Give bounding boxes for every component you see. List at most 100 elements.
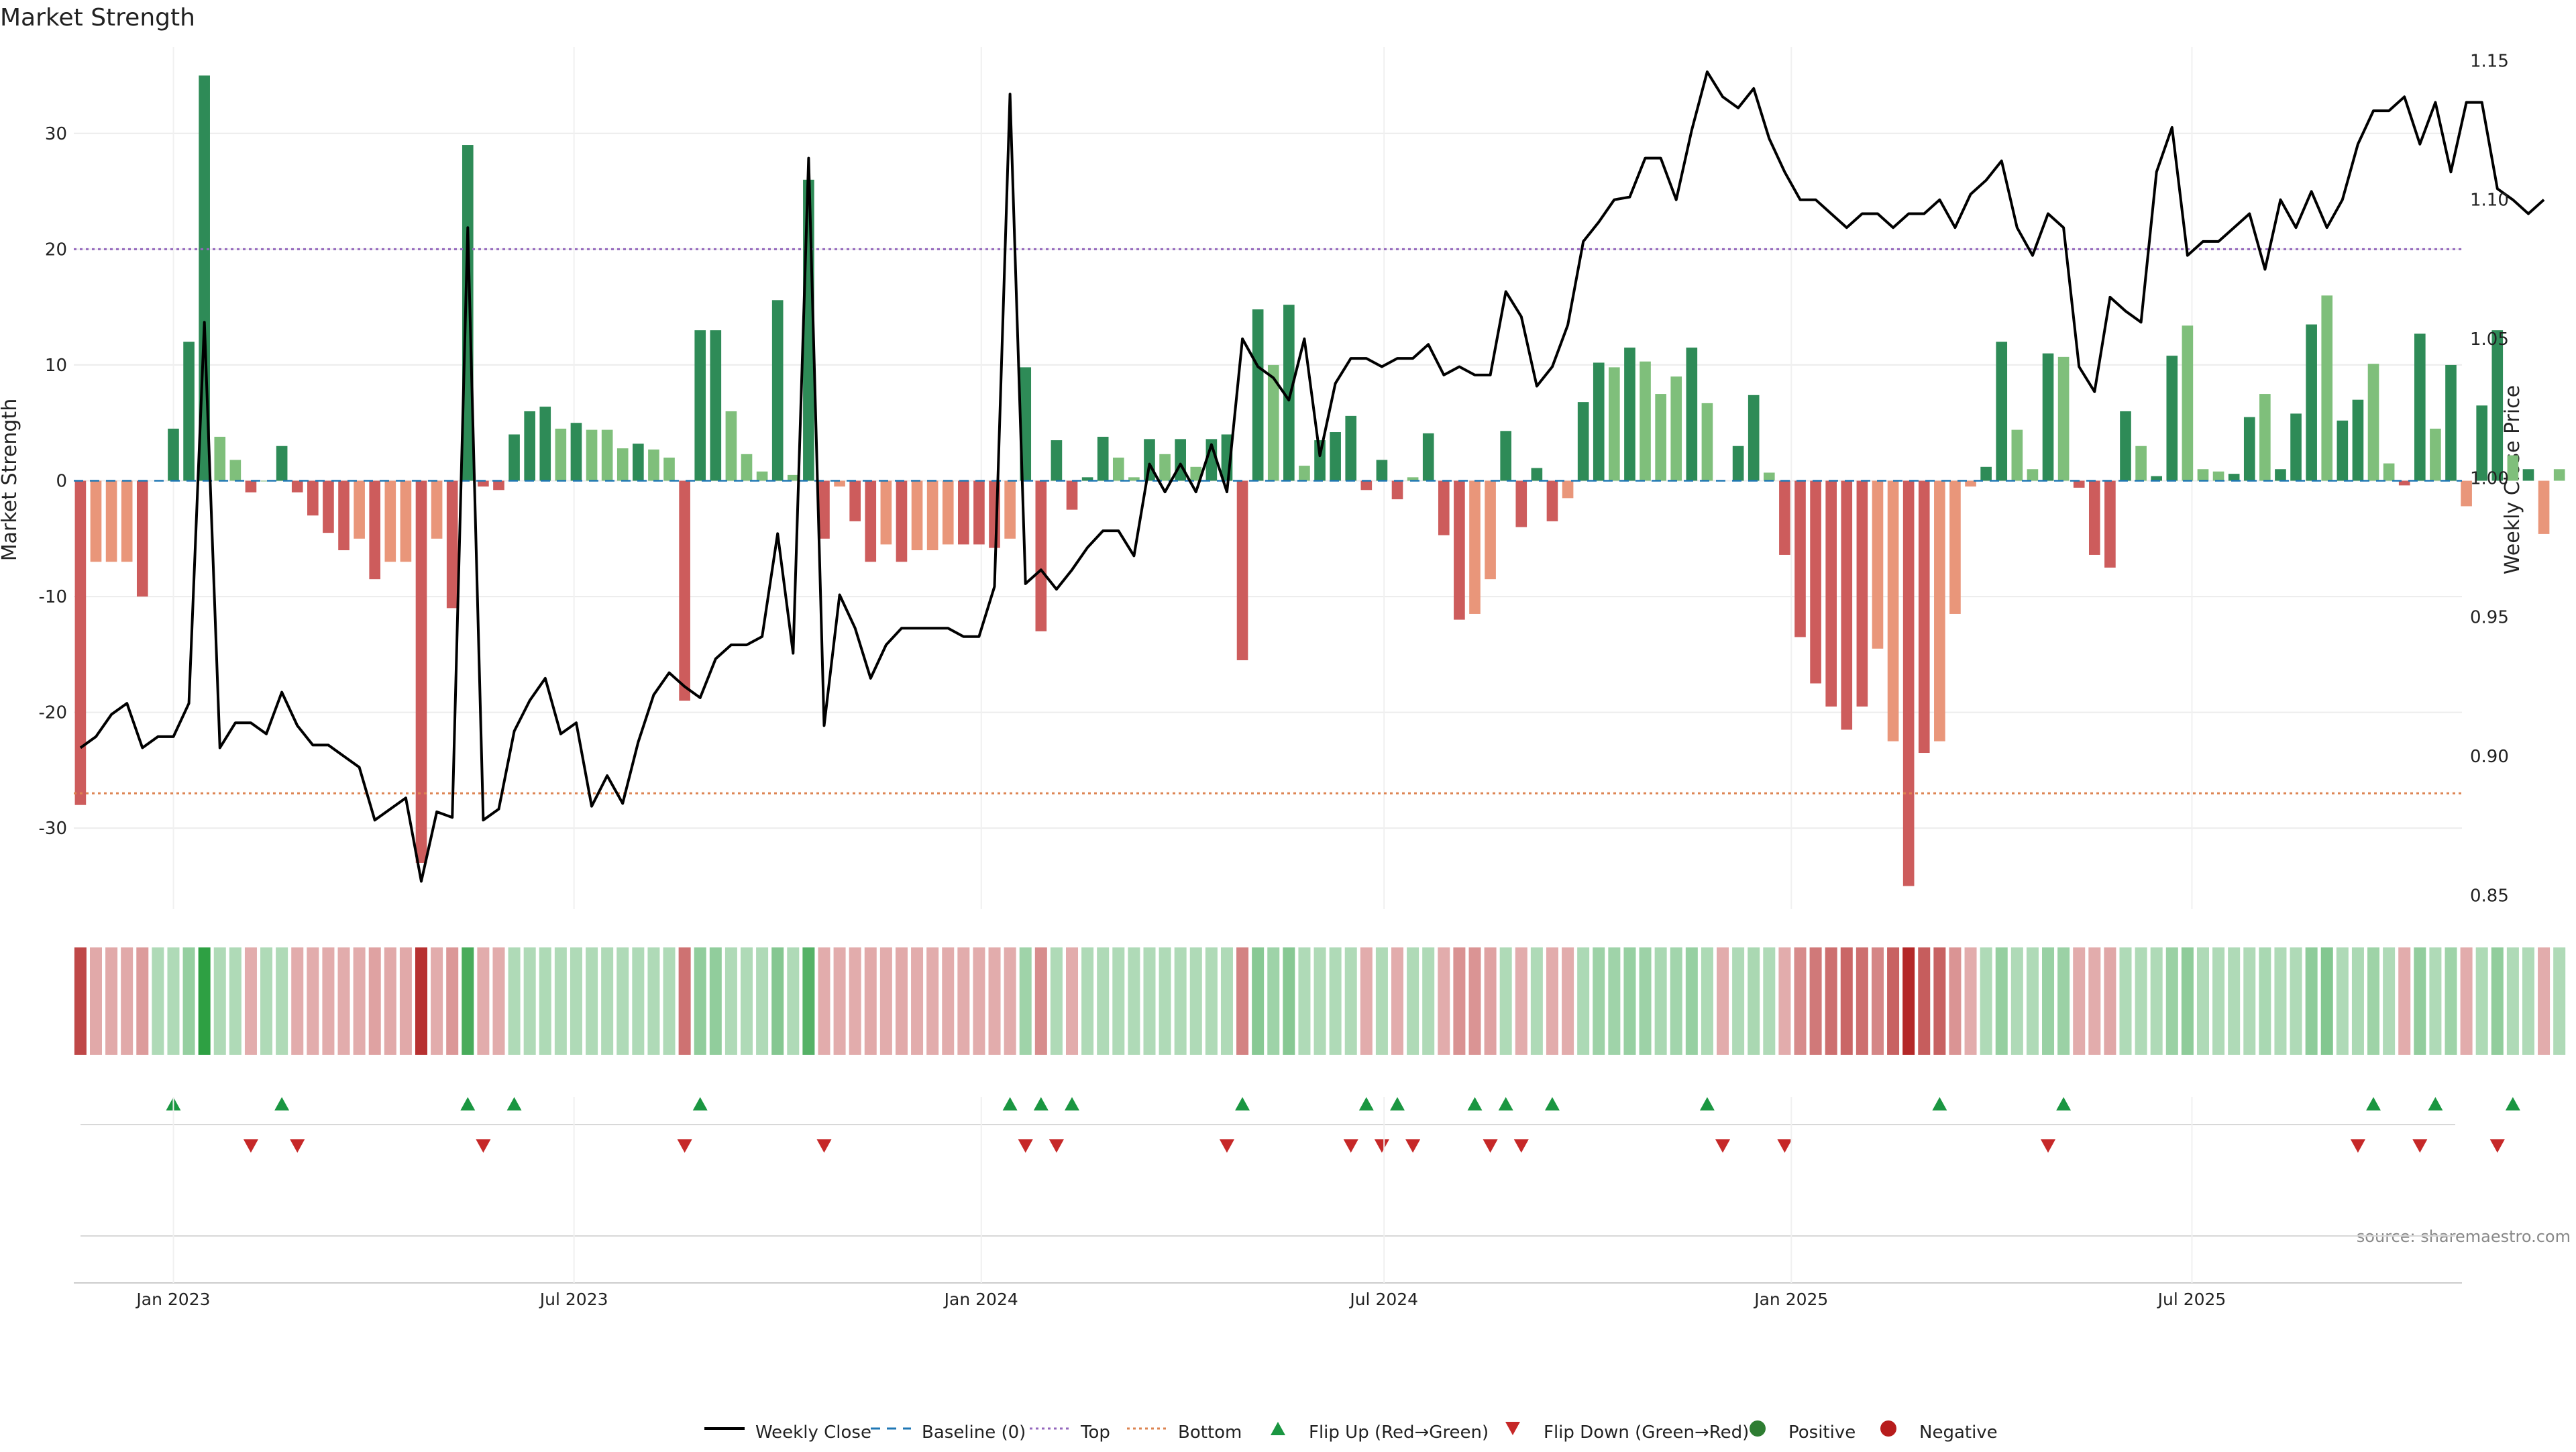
strength-tile	[2274, 947, 2287, 1055]
strength-tile	[1840, 947, 1853, 1055]
strength-bar	[710, 330, 722, 481]
strength-bar	[415, 480, 427, 863]
strength-bar	[1144, 439, 1155, 481]
strength-tile	[431, 947, 443, 1055]
strength-tile	[1034, 947, 1047, 1055]
strength-tile	[276, 947, 288, 1055]
strength-bar	[1035, 480, 1047, 631]
flip-down-marker	[290, 1139, 305, 1153]
strength-tile	[167, 947, 180, 1055]
strength-bar	[2383, 463, 2395, 481]
strength-bar	[1422, 433, 1434, 481]
strength-bar	[1020, 367, 1032, 481]
strength-tile	[1391, 947, 1404, 1055]
strength-tile	[2553, 947, 2566, 1055]
strength-bar	[1732, 446, 1744, 481]
strength-bar	[2461, 480, 2472, 507]
strength-tile	[1143, 947, 1156, 1055]
strength-bar	[1112, 457, 1124, 481]
legend-item-flip_up: Flip Up (Red→Green)	[1271, 1422, 1489, 1443]
flip-down-marker	[2041, 1139, 2056, 1153]
strength-tile	[1159, 947, 1171, 1055]
strength-bar	[2321, 295, 2333, 481]
strength-tile	[2522, 947, 2534, 1055]
strength-bar	[2507, 455, 2519, 481]
legend-item-close: Weekly Close	[704, 1422, 871, 1443]
flip-up-marker	[1235, 1097, 1250, 1110]
flip-up-marker	[2428, 1097, 2443, 1110]
strength-tile	[415, 947, 428, 1055]
strength-tile	[2073, 947, 2086, 1055]
strength-tile	[756, 947, 769, 1055]
flip-markers-layer	[80, 1097, 2520, 1237]
flip-down-marker	[2489, 1139, 2505, 1153]
strength-bar	[1360, 480, 1373, 490]
flip-down-marker	[1405, 1139, 1421, 1153]
strength-bar	[2290, 413, 2302, 481]
strength-bar	[1902, 480, 1915, 886]
strength-tile	[152, 947, 164, 1055]
strength-tile	[1949, 947, 1962, 1055]
strength-bar	[1810, 480, 1821, 684]
strength-tile	[384, 947, 396, 1055]
strength-tile	[1654, 947, 1667, 1055]
strength-bar	[524, 411, 535, 481]
strength-tile	[523, 947, 536, 1055]
strength-tile	[2259, 947, 2271, 1055]
strength-bar	[214, 436, 226, 481]
strength-tile	[911, 947, 924, 1055]
strength-tile	[2243, 947, 2256, 1055]
strength-bar	[2182, 325, 2194, 481]
strength-tile	[678, 947, 691, 1055]
strength-tile	[601, 947, 614, 1055]
strength-tile	[586, 947, 598, 1055]
flip-down-marker	[1219, 1139, 1234, 1153]
strength-bar	[1949, 480, 1961, 614]
strength-tile	[1329, 947, 1342, 1055]
legend-item-bottom: Bottom	[1127, 1422, 1242, 1443]
strength-bar	[493, 480, 504, 490]
strength-bar	[508, 434, 520, 481]
strength-tile	[942, 947, 955, 1055]
flip-up-marker	[1932, 1097, 1947, 1110]
left-tick-label: -30	[39, 819, 67, 839]
x-axis-layer: Jan 2023 Jul 2023 Jan 2024 Jul 2024 Jan 2025…	[74, 1097, 2462, 1309]
strength-tile	[337, 947, 350, 1055]
strength-tile	[368, 947, 381, 1055]
strength-bar	[1640, 361, 1651, 481]
strength-tile	[1546, 947, 1558, 1055]
strength-tile	[1375, 947, 1388, 1055]
strength-bar	[1097, 436, 1109, 481]
strength-tile	[2305, 947, 2318, 1055]
strength-bar	[1686, 348, 1698, 481]
strength-bar	[663, 457, 675, 481]
legend-label: Weekly Close	[755, 1422, 871, 1443]
strength-bar	[446, 480, 458, 609]
strength-bar	[2553, 469, 2565, 481]
strength-bar	[2088, 480, 2100, 555]
strength-bar	[1562, 480, 1574, 499]
strength-bar	[2259, 394, 2271, 481]
strength-bar	[2352, 399, 2364, 481]
strength-bar	[1485, 480, 1496, 580]
strength-bar	[2104, 480, 2116, 568]
strength-tile	[709, 947, 722, 1055]
strength-bar	[74, 480, 87, 805]
strength-bar	[478, 480, 489, 487]
strength-tile	[1283, 947, 1295, 1055]
strength-bar	[1407, 477, 1419, 481]
strength-tile	[1220, 947, 1233, 1055]
strength-bar	[1004, 480, 1016, 539]
flip-up-marker	[1467, 1097, 1483, 1110]
legend-label: Top	[1080, 1422, 1110, 1443]
strength-tile	[1701, 947, 1713, 1055]
strength-tile	[2460, 947, 2473, 1055]
strength-bar	[2027, 469, 2039, 481]
strength-bar	[1283, 305, 1295, 481]
strength-tile	[1313, 947, 1326, 1055]
ticks-layer: -30 -20 -10 0 10 20 30 0.85 0.90 0.95 1.00 1.05 1.10…	[39, 51, 2509, 906]
legend-item-top: Top	[1030, 1422, 1110, 1443]
strength-tile	[229, 947, 241, 1055]
strength-bar	[1314, 440, 1326, 481]
strength-tile	[1004, 947, 1016, 1055]
